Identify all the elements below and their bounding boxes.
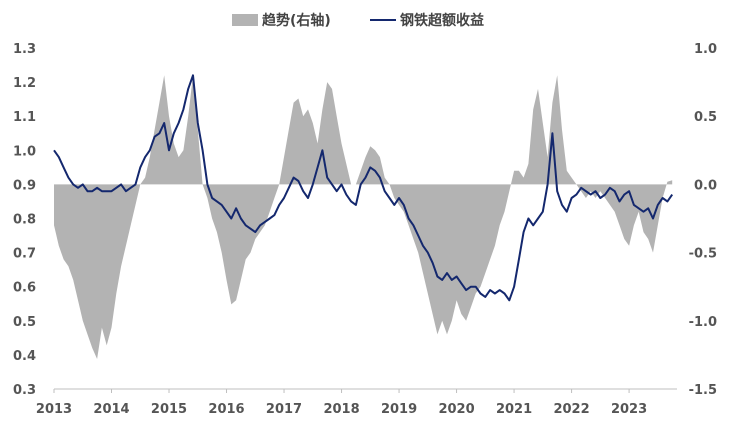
x-tick-label: 2021 <box>496 402 532 417</box>
x-tick-label: 2020 <box>438 402 474 417</box>
y-right-tick-label: -1.5 <box>689 383 717 398</box>
legend-label-line: 钢铁超额收益 <box>400 12 484 29</box>
y-left-tick-label: 0.5 <box>13 315 36 330</box>
y-left-tick-label: 1.1 <box>13 110 36 125</box>
y-right-tick-label: 0.5 <box>694 110 717 125</box>
x-tick-label: 2014 <box>93 402 129 417</box>
x-tick-label: 2015 <box>151 402 187 417</box>
x-tick-label: 2016 <box>208 402 244 417</box>
y-right-tick-label: -1.0 <box>689 315 717 330</box>
series-line-steel-excess-return <box>53 74 674 302</box>
series-area-trend <box>54 75 673 360</box>
legend: 趋势(右轴) 钢铁超额收益 <box>232 12 484 29</box>
x-tick-label: 2019 <box>381 402 417 417</box>
y-right-tick-label: 1.0 <box>694 42 717 57</box>
x-tick-label: 2022 <box>553 402 589 417</box>
y-left-tick-label: 0.9 <box>13 178 36 193</box>
y-left-tick-label: 0.3 <box>13 383 36 398</box>
y-left-tick-label: 1.3 <box>13 42 36 57</box>
x-tick-label: 2013 <box>36 402 72 417</box>
plot-area <box>53 74 674 360</box>
y-left-tick-label: 1.0 <box>13 144 36 159</box>
y-left-tick-label: 1.2 <box>13 76 36 91</box>
legend-label-area: 趋势(右轴) <box>262 12 331 29</box>
y-left-tick-label: 0.8 <box>13 213 36 228</box>
axes: 2013 2014 2015 2016 2017 2018 2019 2020 2021 2022… <box>13 42 717 417</box>
y-left-tick-label: 0.7 <box>13 247 36 262</box>
y-left-tick-label: 0.6 <box>13 281 36 296</box>
x-tick-label: 2018 <box>323 402 359 417</box>
y-right-tick-label: 0.0 <box>694 178 717 193</box>
y-left-tick-label: 0.4 <box>13 349 36 364</box>
x-tick-label: 2023 <box>611 402 647 417</box>
x-tick-label: 2017 <box>266 402 302 417</box>
legend-swatch-area <box>232 14 258 26</box>
y-right-tick-label: -0.5 <box>689 247 717 262</box>
